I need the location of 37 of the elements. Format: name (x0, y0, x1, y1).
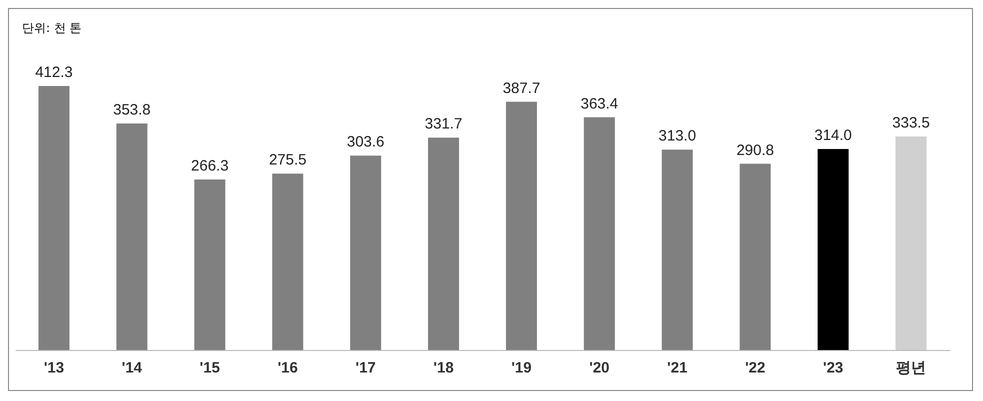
x-tick-label: '17 (355, 360, 376, 376)
bar (818, 148, 849, 350)
bar (506, 102, 537, 350)
data-label: 331.7 (424, 116, 462, 133)
x-tick-label: '21 (667, 360, 688, 376)
bar (584, 117, 615, 350)
x-tick-label: '13 (44, 360, 64, 376)
data-label: 314.0 (814, 126, 852, 144)
data-label: 333.5 (892, 114, 930, 132)
data-label: 412.3 (35, 64, 73, 81)
x-tick-label: '16 (278, 360, 298, 376)
x-tick-label: '22 (745, 360, 766, 376)
text: 단위: 천 톤 (22, 20, 82, 37)
data-label: 363.4 (580, 95, 618, 112)
bar (116, 123, 148, 350)
x-tick-label: '15 (200, 360, 220, 376)
bar (350, 156, 382, 350)
data-label: 303.6 (346, 134, 384, 151)
data-label: 290.8 (736, 142, 774, 159)
bar (740, 164, 771, 350)
data-label: 313.0 (658, 128, 696, 145)
x-tick-label: '23 (822, 360, 844, 376)
x-tick-label: '19 (511, 360, 532, 376)
data-label: 275.5 (268, 152, 306, 169)
x-tick-label: '18 (433, 360, 454, 376)
bar (896, 136, 927, 350)
bar (272, 174, 304, 350)
bar (428, 138, 460, 350)
data-label: 353.8 (113, 101, 151, 118)
bar (38, 86, 70, 350)
x-tick-label: '20 (589, 360, 610, 376)
bar (194, 179, 226, 350)
x-tick-label: '14 (122, 360, 143, 376)
data-label: 387.7 (502, 80, 540, 97)
bar (662, 150, 693, 350)
data-label: 266.3 (191, 157, 229, 174)
x-tick-label: 평년 (896, 360, 926, 376)
